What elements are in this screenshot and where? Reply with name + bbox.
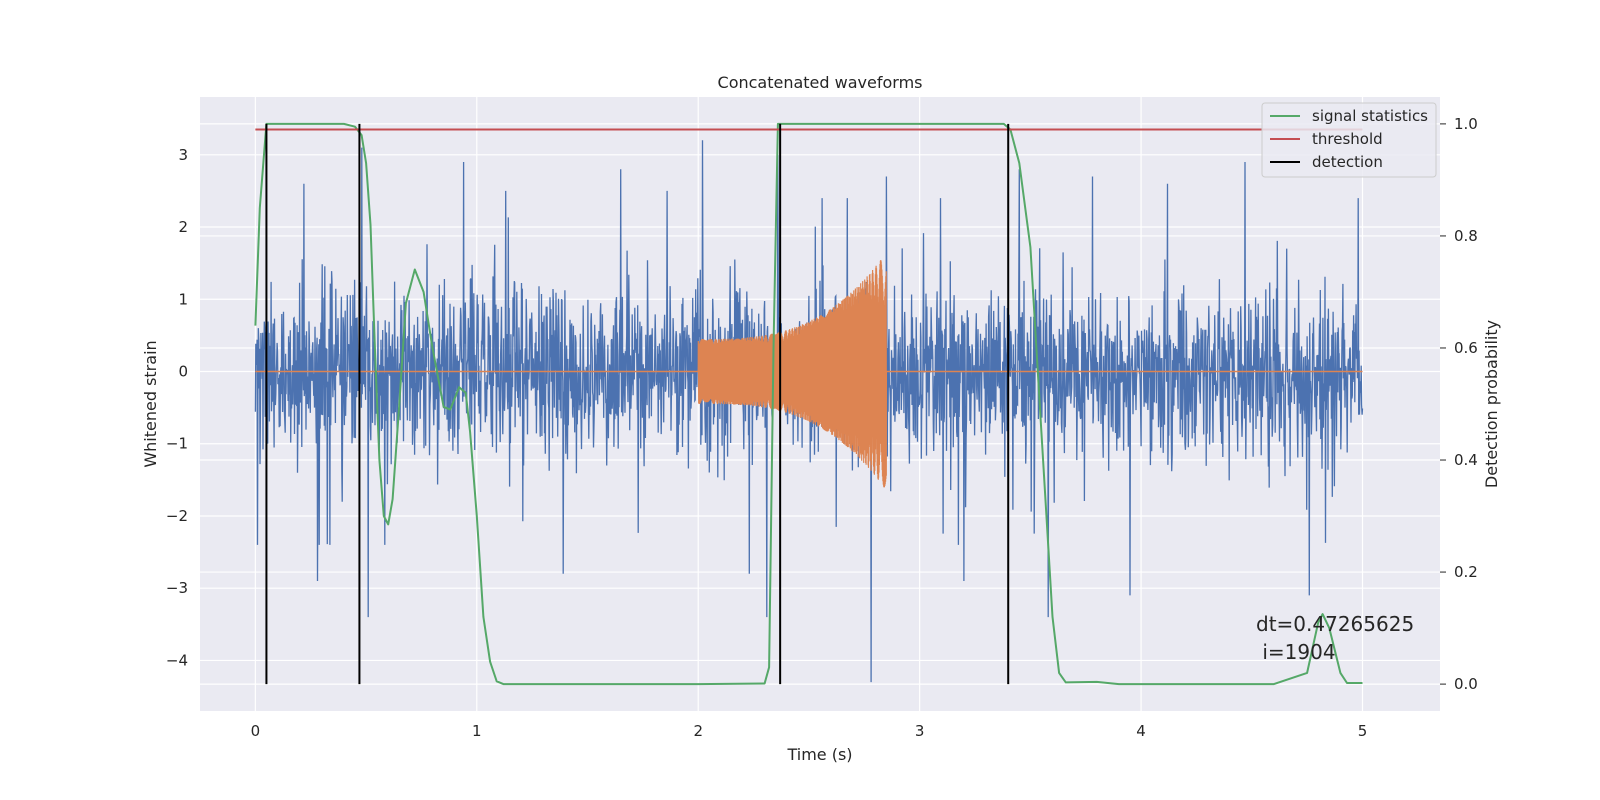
annotation-dt: dt=0.47265625	[1256, 612, 1414, 636]
y-tick-label: 2	[178, 218, 188, 236]
y-tick-label: −4	[166, 651, 188, 669]
y-tick-label: −1	[166, 435, 188, 453]
template-series	[255, 259, 1363, 488]
y2-axis-ticks: 0.0 0.2 0.4 0.6 0.8 1.0	[1440, 115, 1478, 693]
x-tick-label: 0	[251, 722, 261, 740]
chart-title: Concatenated waveforms	[718, 73, 923, 92]
x-axis-label: Time (s)	[786, 745, 852, 764]
x-axis-ticks: 0 1 2 3 4 5	[251, 722, 1368, 740]
y-tick-label: −3	[166, 579, 188, 597]
strain-series	[254, 140, 1364, 683]
y-tick-label: 1	[178, 290, 188, 308]
y2-tick-label: 0.0	[1454, 675, 1478, 693]
y2-axis-label: Detection probability	[1482, 320, 1501, 488]
x-tick-label: 1	[472, 722, 482, 740]
y2-tick-label: 0.8	[1454, 227, 1478, 245]
y2-tick-label: 0.4	[1454, 451, 1478, 469]
x-tick-label: 2	[693, 722, 703, 740]
y-tick-label: 3	[178, 146, 188, 164]
y2-tick-label: 0.2	[1454, 563, 1478, 581]
x-tick-label: 5	[1358, 722, 1368, 740]
strain-line	[254, 140, 1364, 683]
y-axis-label: Whitened strain	[141, 340, 160, 467]
legend-label-threshold: threshold	[1312, 130, 1383, 148]
template-chirp	[697, 259, 888, 488]
y-axis-ticks: −4 −3 −2 −1 0 1 2 3	[166, 146, 188, 670]
legend-label-signal: signal statistics	[1312, 107, 1428, 125]
y-tick-label: −2	[166, 507, 188, 525]
signal-statistics-line	[254, 122, 1363, 686]
annotation-index: i=1904	[1256, 640, 1336, 664]
y-tick-label: 0	[178, 362, 188, 380]
detection-series	[265, 123, 1010, 685]
signal-series	[254, 122, 1363, 686]
legend: signal statistics threshold detection	[1261, 102, 1437, 178]
x-tick-label: 3	[915, 722, 925, 740]
legend-label-detection: detection	[1312, 153, 1383, 171]
y2-tick-label: 1.0	[1454, 115, 1478, 133]
x-tick-label: 4	[1136, 722, 1146, 740]
y2-tick-label: 0.6	[1454, 339, 1478, 357]
legend-box	[1261, 102, 1437, 178]
